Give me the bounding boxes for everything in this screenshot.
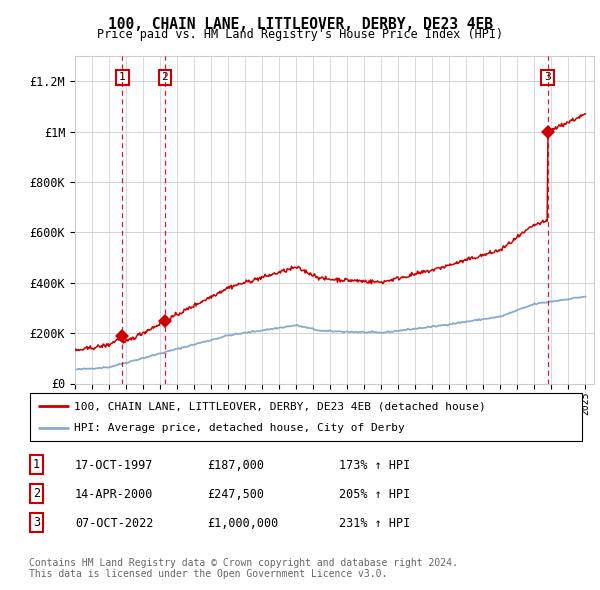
Text: This data is licensed under the Open Government Licence v3.0.: This data is licensed under the Open Gov…	[29, 569, 387, 579]
Text: £1,000,000: £1,000,000	[207, 517, 278, 530]
Text: 07-OCT-2022: 07-OCT-2022	[75, 517, 154, 530]
Bar	[161, 56, 172, 384]
Text: 2: 2	[161, 73, 168, 83]
Text: 173% ↑ HPI: 173% ↑ HPI	[339, 459, 410, 472]
FancyBboxPatch shape	[29, 513, 43, 532]
Text: 14-APR-2000: 14-APR-2000	[75, 488, 154, 501]
Bar	[544, 56, 554, 384]
Text: 17-OCT-1997: 17-OCT-1997	[75, 459, 154, 472]
Text: 100, CHAIN LANE, LITTLEOVER, DERBY, DE23 4EB: 100, CHAIN LANE, LITTLEOVER, DERBY, DE23…	[107, 17, 493, 31]
Text: Contains HM Land Registry data © Crown copyright and database right 2024.: Contains HM Land Registry data © Crown c…	[29, 558, 458, 568]
Text: Price paid vs. HM Land Registry's House Price Index (HPI): Price paid vs. HM Land Registry's House …	[97, 28, 503, 41]
Text: 205% ↑ HPI: 205% ↑ HPI	[339, 488, 410, 501]
Text: 2: 2	[33, 487, 40, 500]
Text: 3: 3	[33, 516, 40, 529]
FancyBboxPatch shape	[29, 484, 43, 503]
Text: £187,000: £187,000	[207, 459, 264, 472]
Text: 100, CHAIN LANE, LITTLEOVER, DERBY, DE23 4EB (detached house): 100, CHAIN LANE, LITTLEOVER, DERBY, DE23…	[74, 401, 486, 411]
Bar	[119, 56, 129, 384]
Text: £247,500: £247,500	[207, 488, 264, 501]
Text: 3: 3	[544, 73, 551, 83]
FancyBboxPatch shape	[29, 455, 43, 474]
Text: 1: 1	[33, 458, 40, 471]
Text: 231% ↑ HPI: 231% ↑ HPI	[339, 517, 410, 530]
FancyBboxPatch shape	[30, 393, 582, 441]
Text: 1: 1	[119, 73, 126, 83]
Text: HPI: Average price, detached house, City of Derby: HPI: Average price, detached house, City…	[74, 423, 405, 433]
